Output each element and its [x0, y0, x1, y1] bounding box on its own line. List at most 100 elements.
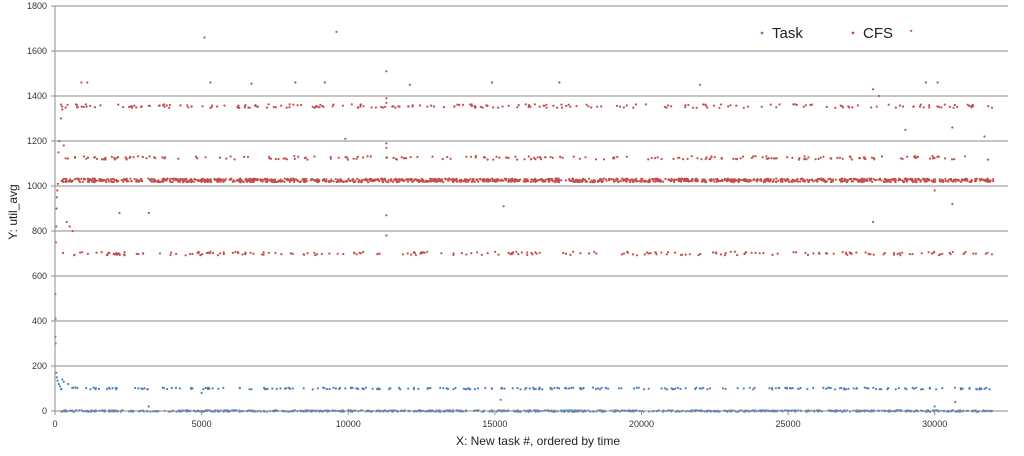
data-point — [55, 225, 58, 228]
x-tick-label: 20000 — [629, 419, 654, 429]
data-point — [527, 155, 530, 158]
data-point — [143, 387, 146, 390]
data-point — [68, 225, 71, 228]
data-point — [568, 177, 571, 180]
data-point — [182, 181, 185, 184]
data-point — [688, 253, 691, 256]
data-point — [943, 103, 946, 106]
data-point — [932, 178, 936, 181]
data-point — [561, 156, 564, 159]
data-point — [795, 251, 798, 254]
data-point — [597, 179, 600, 182]
data-point — [395, 158, 398, 161]
data-point — [440, 179, 443, 183]
data-point — [55, 196, 58, 199]
data-point — [290, 177, 293, 180]
data-point — [863, 386, 866, 389]
data-point — [769, 103, 772, 106]
data-point — [944, 180, 947, 183]
data-point — [775, 157, 778, 160]
data-point — [99, 104, 102, 107]
data-point — [429, 387, 432, 390]
data-point — [814, 158, 817, 161]
data-point — [285, 106, 288, 109]
data-point — [426, 387, 429, 390]
data-point — [921, 388, 925, 391]
data-point — [306, 158, 309, 161]
data-point — [911, 178, 914, 181]
data-point — [725, 180, 729, 183]
data-point — [741, 155, 745, 158]
data-point — [696, 180, 699, 183]
data-point — [767, 157, 771, 160]
data-point — [974, 179, 977, 183]
data-point — [527, 180, 530, 183]
data-point — [293, 155, 296, 158]
data-point — [419, 180, 422, 183]
data-point — [147, 104, 150, 107]
data-point — [797, 158, 801, 161]
data-point — [110, 155, 113, 158]
data-point — [572, 155, 575, 158]
data-point — [224, 178, 227, 181]
data-point — [816, 180, 819, 183]
data-point — [458, 103, 461, 107]
data-point — [966, 103, 969, 106]
data-point — [392, 156, 395, 159]
data-point — [898, 104, 902, 107]
data-point — [303, 253, 306, 256]
data-point — [456, 103, 459, 106]
data-point — [862, 156, 866, 159]
data-point — [65, 220, 68, 224]
data-point — [385, 180, 388, 183]
data-point — [760, 105, 763, 108]
data-point — [332, 386, 335, 389]
data-point — [113, 156, 116, 159]
data-point — [292, 103, 295, 106]
data-point — [93, 177, 96, 180]
data-point — [86, 81, 89, 84]
data-point — [218, 156, 222, 159]
data-point — [741, 179, 744, 182]
data-point — [828, 386, 831, 389]
data-point — [774, 387, 778, 390]
data-point — [750, 156, 754, 159]
data-point — [670, 177, 673, 180]
data-point — [649, 180, 652, 183]
data-point — [645, 251, 649, 254]
data-point — [376, 253, 379, 256]
data-point — [794, 103, 797, 106]
data-point — [314, 254, 317, 257]
data-point — [534, 180, 537, 183]
data-point — [638, 180, 641, 183]
data-point — [806, 387, 809, 391]
y-tick-label: 1400 — [27, 91, 47, 101]
data-point — [417, 180, 420, 184]
data-point — [353, 251, 356, 254]
data-point — [647, 387, 650, 390]
data-point — [992, 180, 995, 183]
data-point — [838, 387, 842, 390]
data-point — [914, 178, 918, 181]
data-point — [454, 386, 457, 390]
data-point — [185, 178, 188, 181]
data-point — [771, 253, 774, 256]
data-point — [699, 83, 702, 86]
data-point — [530, 178, 533, 181]
data-point — [250, 180, 253, 183]
data-point — [462, 103, 465, 106]
data-point — [484, 386, 487, 390]
data-point — [574, 180, 578, 183]
legend-marker-task — [760, 31, 764, 35]
data-point — [708, 158, 711, 161]
data-point — [67, 382, 70, 386]
data-point — [328, 252, 331, 255]
data-point — [349, 179, 352, 182]
data-point — [370, 106, 373, 109]
data-point — [271, 387, 274, 390]
data-point — [222, 251, 225, 254]
data-point — [423, 180, 426, 183]
data-point — [880, 179, 883, 182]
data-point — [126, 180, 129, 183]
data-point — [978, 178, 981, 181]
